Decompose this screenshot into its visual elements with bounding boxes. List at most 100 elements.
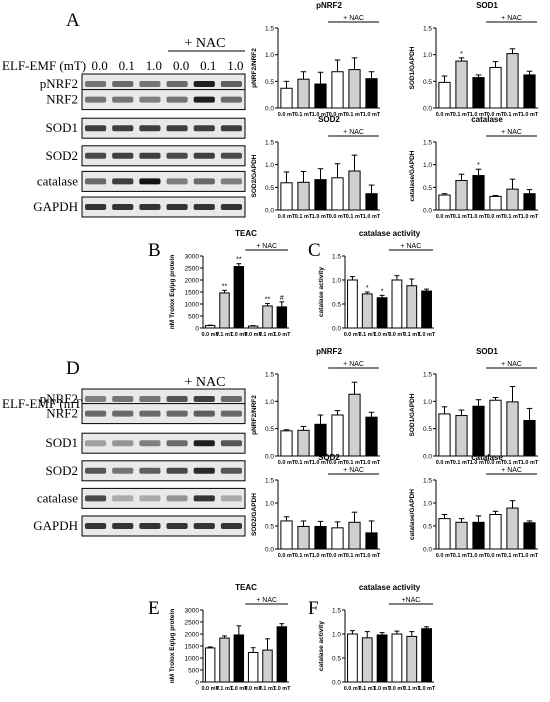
x-tick-label: 0.1 mT [346, 112, 364, 118]
x-tick-label: 0.1 mT [295, 214, 313, 220]
x-tick-label: 0.0 mT [436, 460, 454, 466]
blot-panel-a: + NAC ELF-EMF (mT) 0.0 0.1 1.0 0.0 0.1 1.0 pNRF2… [2, 36, 246, 218]
bar [331, 177, 344, 211]
x-tick-label: 0.1 mT [359, 332, 377, 338]
y-tick-label: 1500 [185, 644, 200, 651]
y-tick-label: 1.5 [265, 478, 274, 485]
blot-band [166, 523, 188, 529]
y-tick-label: 0.5 [265, 426, 274, 433]
bar [262, 649, 273, 683]
bar [280, 430, 293, 457]
blot-band [139, 467, 161, 474]
blot-band [193, 495, 215, 502]
blot-row-label: SOD1 [45, 120, 78, 135]
bar [233, 634, 245, 683]
y-tick-label: 1.0 [332, 632, 341, 639]
bar [348, 393, 361, 457]
nac-label: + NAC [343, 15, 364, 22]
blot-band [85, 204, 107, 210]
blot-row-label: GAPDH [33, 199, 78, 214]
y-tick-label: 1.0 [423, 52, 432, 59]
bar [262, 305, 273, 329]
blot-strip [81, 487, 246, 509]
y-tick-label: 0.5 [265, 524, 274, 531]
blot-lane-label: 0.1 [200, 58, 216, 73]
y-tick-label: 0.0 [332, 326, 341, 333]
blot-strip [81, 403, 246, 425]
blot-band [193, 96, 215, 103]
y-axis-label: SOD2/GAPDH [251, 154, 258, 197]
blot-strip [81, 145, 246, 167]
x-tick-label: 0.1 mT [453, 112, 471, 118]
blot-band [112, 523, 134, 529]
chart-title: pNRF2 [316, 1, 342, 10]
y-axis-label: pNRF2/NRF2 [251, 395, 258, 435]
blot-row-label: pNRF2 [40, 76, 78, 91]
x-tick-label: 1.0 mT [363, 460, 381, 466]
x-tick-label: 1.0 mT [312, 553, 330, 559]
x-tick-label: 0.1 mT [504, 112, 522, 118]
y-tick-label: 0.5 [265, 79, 274, 86]
x-tick-label: 0.0 mT [436, 553, 454, 559]
chart-d-catalase: catalase 0.0 0.5 1.0 1.5 catalase/GAPDH 0.0 mT… [409, 453, 539, 559]
y-tick-label: 1.5 [332, 608, 341, 615]
blot-band [85, 467, 107, 474]
blot-row-sod1: SOD1 [45, 117, 246, 139]
blot-row-label: catalase [37, 173, 78, 188]
x-tick-label: 0.0 mT [329, 553, 347, 559]
significance-mark: ** [236, 257, 242, 264]
bar [348, 170, 361, 211]
blot-row-label: pNRF2 [40, 391, 78, 406]
x-tick-label: 0.0 mT [278, 460, 296, 466]
blot-band [139, 81, 161, 87]
y-tick-label: 0.5 [423, 426, 432, 433]
nac-label: + NAC [343, 361, 364, 368]
y-tick-label: 1.5 [423, 478, 432, 485]
x-tick-label: 0.1 mT [504, 214, 522, 220]
bar [314, 423, 327, 457]
bar [406, 635, 418, 683]
x-tick-label: 0.1 mT [453, 460, 471, 466]
y-tick-label: 0.0 [265, 106, 274, 113]
bar [489, 399, 502, 457]
chart-a-catalase: catalase 0.0 0.5 1.0 1.5 catalase/GAPDH 0.0 mT… [409, 115, 539, 220]
blot-row-label: NRF2 [46, 92, 78, 107]
blot-strip [81, 515, 246, 537]
nac-label: + NAC [343, 129, 364, 136]
bar [247, 325, 259, 329]
blot-band [166, 467, 188, 474]
bar [297, 78, 310, 109]
blot-band [220, 125, 242, 132]
y-tick-label: 0.0 [332, 680, 341, 687]
x-tick-label: 0.1 mT [259, 686, 277, 692]
blot-strip [81, 196, 246, 218]
x-tick-label: 0.1 mT [504, 460, 522, 466]
y-axis-label: catalase activity [318, 267, 325, 317]
nac-label: + NAC [256, 597, 277, 604]
blot-row-pnrf2: pNRF2 [40, 73, 246, 95]
panel-letter-b: B [148, 240, 161, 261]
y-tick-label: 0.0 [423, 547, 432, 554]
blot-band [193, 81, 215, 87]
y-tick-label: 1.5 [423, 372, 432, 379]
y-tick-label: 1.0 [265, 52, 274, 59]
blot-band [112, 178, 134, 185]
x-tick-label: 0.0 mT [388, 332, 406, 338]
blot-row-label: GAPDH [33, 518, 78, 533]
x-tick-label: 1.0 mT [470, 460, 488, 466]
bar [472, 175, 485, 211]
y-tick-label: 0.5 [423, 79, 432, 86]
significance-mark: ** [222, 283, 228, 290]
y-axis-label: pNRF2/NRF2 [251, 48, 258, 88]
bar [506, 507, 519, 550]
x-tick-label: 1.0 mT [230, 332, 248, 338]
blot-band [166, 396, 188, 402]
x-tick-label: 0.1 mT [346, 214, 364, 220]
bar [391, 633, 403, 683]
blot-row-sod2: SOD2 [45, 460, 246, 482]
